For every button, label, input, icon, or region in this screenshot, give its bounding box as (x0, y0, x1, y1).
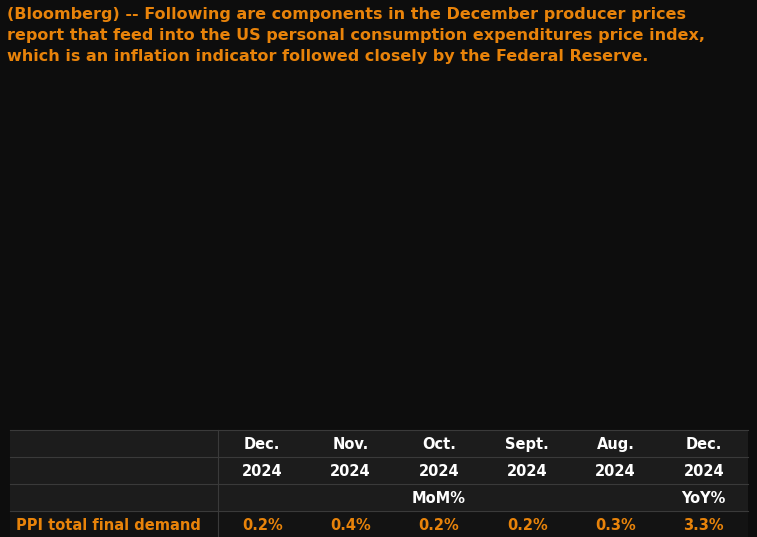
Text: MoM%: MoM% (412, 490, 466, 505)
Text: 3.3%: 3.3% (684, 518, 724, 533)
Text: 2024: 2024 (507, 463, 547, 478)
Text: Nov.: Nov. (332, 437, 369, 452)
Bar (10, 457, 748, 484)
Text: 2024: 2024 (684, 463, 724, 478)
Text: 0.3%: 0.3% (595, 518, 636, 533)
Bar (10, 484, 748, 511)
Text: (Bloomberg) -- Following are components in the December producer prices
report t: (Bloomberg) -- Following are components … (7, 7, 705, 64)
Text: Aug.: Aug. (597, 437, 634, 452)
Text: Sept.: Sept. (505, 437, 549, 452)
Text: 2024: 2024 (241, 463, 282, 478)
Bar (10, 430, 748, 457)
Text: 0.2%: 0.2% (241, 518, 282, 533)
Text: 2024: 2024 (419, 463, 459, 478)
Text: 2024: 2024 (595, 463, 636, 478)
Text: 0.2%: 0.2% (419, 518, 459, 533)
Text: Dec.: Dec. (686, 437, 722, 452)
Text: Dec.: Dec. (244, 437, 280, 452)
Text: Oct.: Oct. (422, 437, 456, 452)
Bar (10, 511, 748, 537)
Text: 2024: 2024 (330, 463, 371, 478)
Text: PPI total final demand: PPI total final demand (16, 518, 201, 533)
Text: YoY%: YoY% (681, 490, 726, 505)
Text: 0.4%: 0.4% (330, 518, 371, 533)
Text: 0.2%: 0.2% (506, 518, 547, 533)
